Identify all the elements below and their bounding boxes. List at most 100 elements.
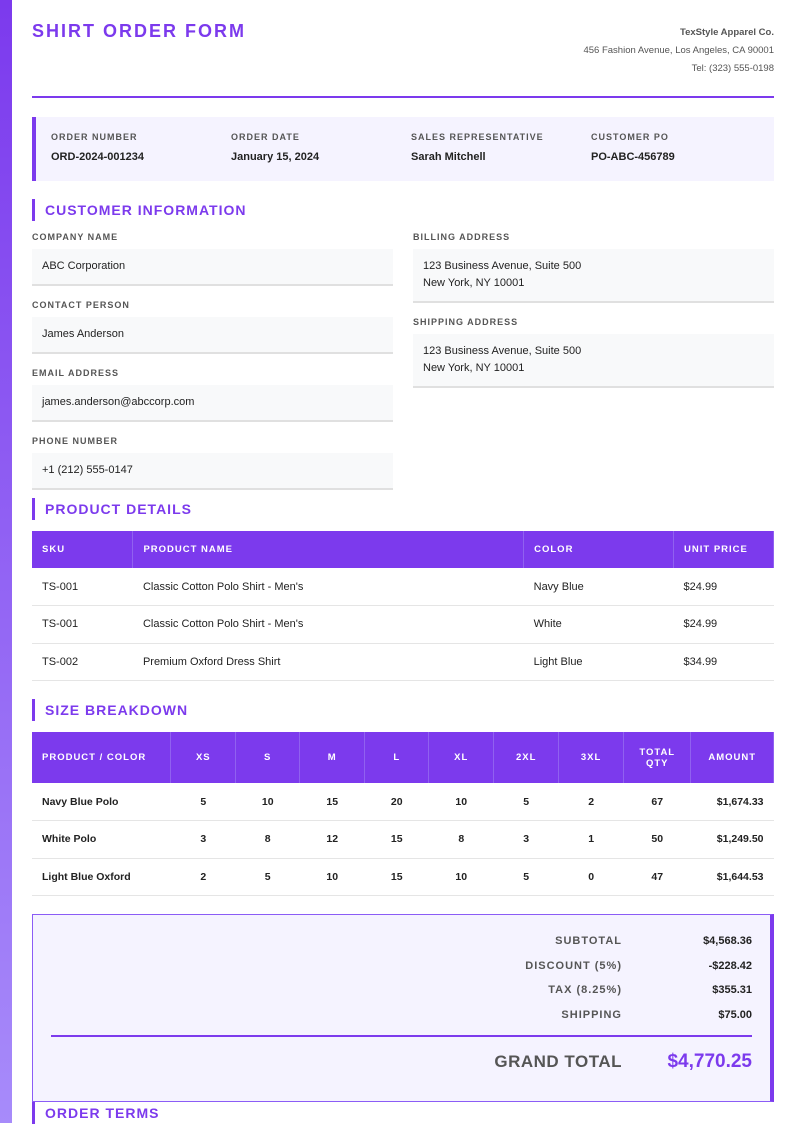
total-row: SHIPPING $75.00 <box>422 1009 752 1021</box>
table-row: TS-002 Premium Oxford Dress Shirt Light Bl… <box>32 643 774 681</box>
address-line: 123 Business Avenue, Suite 500 <box>423 345 582 357</box>
size-table: PRODUCT / COLOR XS S M L XL 2XL 3XL TOTAL QTY AMO… <box>32 732 774 896</box>
table-cell: $34.99 <box>673 643 774 681</box>
table-cell: Classic Cotton Polo Shirt - Men's <box>132 568 524 606</box>
column-header: XL <box>428 732 495 783</box>
header-row: PRODUCT / COLOR XS S M L XL 2XL 3XL TOTAL QTY AMO… <box>32 732 774 783</box>
table-cell: $24.99 <box>673 605 774 644</box>
table-cell: 50 <box>623 820 691 859</box>
table-cell: 2 <box>558 783 624 821</box>
field-value: ABC Corporation <box>32 249 393 286</box>
table-cell: Navy Blue <box>523 568 674 606</box>
total-row: SUBTOTAL $4,568.36 <box>422 935 752 947</box>
table-cell: 47 <box>623 858 691 896</box>
section-heading: PRODUCT DETAILS <box>32 498 192 520</box>
address-line: New York, NY 10001 <box>423 362 525 374</box>
customer-fields: COMPANY NAME ABC Corporation CONTACT PERSO… <box>32 232 393 504</box>
field: BILLING ADDRESS 123 Business Avenue, Suit… <box>413 232 774 303</box>
table-cell: 3 <box>170 820 236 859</box>
totals-divider <box>51 1035 752 1037</box>
table-cell: 8 <box>428 820 494 859</box>
address-line: New York, NY 10001 <box>423 277 525 289</box>
info-value: ORD-2024-001234 <box>51 151 144 163</box>
table-cell: 3 <box>493 820 559 859</box>
section-heading: ORDER TERMS <box>32 1102 159 1124</box>
totals-box: SUBTOTAL $4,568.36 DISCOUNT (5%) -$228.42 TA… <box>32 914 774 1102</box>
table-cell: TS-002 <box>32 643 133 681</box>
address-box: 123 Business Avenue, Suite 500 New York, … <box>413 249 774 303</box>
table-cell: 8 <box>235 820 300 859</box>
field-value: James Anderson <box>32 317 393 354</box>
info-label: ORDER DATE <box>231 132 300 142</box>
divider <box>32 96 774 98</box>
company-name: TexStyle Apparel Co. <box>680 27 774 38</box>
form-title: SHIRT ORDER FORM <box>32 21 246 41</box>
table-cell: TS-001 <box>32 605 133 644</box>
address-box: 123 Business Avenue, Suite 500 New York, … <box>413 334 774 388</box>
column-header: 3XL <box>558 732 625 783</box>
table-cell: 20 <box>364 783 429 821</box>
table-cell: Navy Blue Polo <box>32 783 171 821</box>
table-cell: 0 <box>558 858 624 896</box>
column-header: M <box>299 732 366 783</box>
info-label: SALES REPRESENTATIVE <box>411 132 544 142</box>
table-cell: Light Blue <box>523 643 674 681</box>
column-header: XS <box>170 732 237 783</box>
table-cell: $1,249.50 <box>690 820 774 859</box>
product-table: SKU PRODUCT NAME COLOR UNIT PRICE TS-001 Clas… <box>32 531 774 681</box>
order-info: ORDER NUMBER ORD-2024-001234 ORDER DATE Jan… <box>32 117 774 181</box>
field: COMPANY NAME ABC Corporation <box>32 232 393 286</box>
column-header: TOTAL QTY <box>623 732 692 783</box>
table-cell: 2 <box>170 858 236 896</box>
field-value: james.anderson@abccorp.com <box>32 385 393 422</box>
table-cell: $1,674.33 <box>690 783 774 821</box>
column-header: UNIT PRICE <box>673 531 774 568</box>
table-row: TS-001 Classic Cotton Polo Shirt - Men's W… <box>32 605 774 644</box>
info-value: Sarah Mitchell <box>411 151 486 163</box>
column-header: S <box>235 732 301 783</box>
field: SHIPPING ADDRESS 123 Business Avenue, Sui… <box>413 317 774 388</box>
total-label: DISCOUNT (5%) <box>525 959 622 972</box>
table-cell: 10 <box>235 783 300 821</box>
field-label: BILLING ADDRESS <box>413 232 511 242</box>
table-cell: 10 <box>428 783 494 821</box>
column-header: SKU <box>32 531 134 568</box>
info-item: CUSTOMER PO PO-ABC-456789 <box>591 132 771 181</box>
info-item: SALES REPRESENTATIVE Sarah Mitchell <box>411 132 591 181</box>
field: PHONE NUMBER +1 (212) 555-0147 <box>32 436 393 490</box>
table-cell: 10 <box>299 858 365 896</box>
table-cell: TS-001 <box>32 568 133 606</box>
column-header: L <box>364 732 430 783</box>
table-row: Navy Blue Polo 5 10 15 20 10 5 2 67 $1,674.33 <box>32 783 774 821</box>
total-row: DISCOUNT (5%) -$228.42 <box>422 960 752 972</box>
table-cell: 5 <box>493 783 559 821</box>
column-header: 2XL <box>493 732 560 783</box>
table-row: White Polo 3 8 12 15 8 3 1 50 $1,249.50 <box>32 820 774 859</box>
table-cell: 5 <box>493 858 559 896</box>
table-cell: 15 <box>299 783 365 821</box>
table-cell: 10 <box>428 858 494 896</box>
table-cell: 1 <box>558 820 624 859</box>
field-value: +1 (212) 555-0147 <box>32 453 393 490</box>
column-header: PRODUCT NAME <box>132 531 525 568</box>
info-label: ORDER NUMBER <box>51 132 138 142</box>
total-value: $4,568.36 <box>703 935 752 947</box>
field: EMAIL ADDRESS james.anderson@abccorp.com <box>32 368 393 422</box>
total-value: -$228.42 <box>708 959 752 972</box>
table-cell: $24.99 <box>673 568 774 606</box>
company-info: TexStyle Apparel Co. 456 Fashion Avenue,… <box>583 24 774 78</box>
table-cell: 67 <box>623 783 691 821</box>
table-cell: 15 <box>364 820 429 859</box>
field: CONTACT PERSON James Anderson <box>32 300 393 354</box>
table-cell: White Polo <box>32 820 171 859</box>
accent-strip <box>0 0 12 1123</box>
table-cell: 15 <box>364 858 429 896</box>
field-label: CONTACT PERSON <box>32 300 130 310</box>
grand-total-value: $4,770.25 <box>667 1051 752 1072</box>
address-line: 123 Business Avenue, Suite 500 <box>423 260 582 272</box>
table-cell: White <box>523 605 674 644</box>
table-cell: 5 <box>170 783 236 821</box>
header-row: SKU PRODUCT NAME COLOR UNIT PRICE <box>32 531 774 568</box>
grand-total-row: GRAND TOTAL $4,770.25 <box>422 1051 752 1073</box>
